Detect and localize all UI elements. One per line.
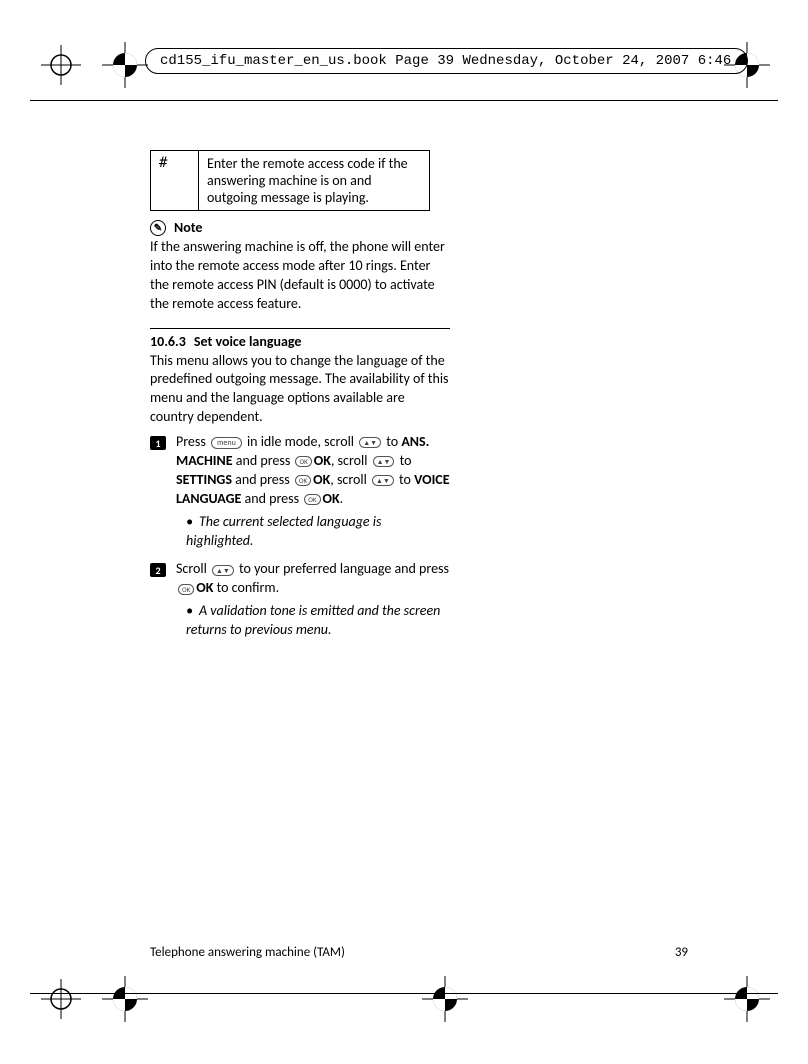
note-heading: ✎ Note xyxy=(150,219,450,236)
step-number-badge: 1 xyxy=(150,436,166,450)
menu-key-icon: menu xyxy=(211,437,242,449)
section-intro: This menu allows you to change the langu… xyxy=(150,352,450,428)
section-divider xyxy=(150,328,450,329)
footer-page-number: 39 xyxy=(675,945,688,960)
scroll-key-icon: ▲▼ xyxy=(373,456,395,467)
step-2-sub: A validation tone is emitted and the scr… xyxy=(186,602,450,640)
footer-section: Telephone answering machine (TAM) xyxy=(150,945,345,960)
step-2-sub-item: A validation tone is emitted and the scr… xyxy=(186,602,450,640)
page-body: # Enter the remote access code if the an… xyxy=(150,150,450,650)
reg-mark-icon xyxy=(36,974,86,1024)
reg-mark-icon xyxy=(100,40,150,90)
reg-mark-icon xyxy=(100,974,150,1024)
ok-key-icon: OK xyxy=(295,475,311,486)
step-2-text: Scroll ▲▼ to your preferred language and… xyxy=(176,560,450,644)
section-heading: 10.6.3 Set voice language xyxy=(150,333,450,350)
page-footer: Telephone answering machine (TAM) 39 xyxy=(150,945,688,960)
crop-line-bottom xyxy=(30,993,778,994)
crop-line-top xyxy=(30,100,778,101)
step-1-sub: The current selected language is highlig… xyxy=(186,513,450,551)
step-number-badge: 2 xyxy=(150,563,166,577)
ok-key-icon: OK xyxy=(304,494,320,505)
step-1-text: Press menu in idle mode, scroll ▲▼ to AN… xyxy=(176,433,450,554)
note-body: If the answering machine is off, the pho… xyxy=(150,238,450,314)
scroll-key-icon: ▲▼ xyxy=(212,565,234,576)
scroll-key-icon: ▲▼ xyxy=(359,437,381,448)
table-key-cell: # xyxy=(151,151,199,211)
print-header-label: cd155_ifu_master_en_us.book Page 39 Wedn… xyxy=(145,48,748,74)
reg-mark-icon xyxy=(722,974,772,1024)
ok-key-icon: OK xyxy=(178,584,194,595)
scroll-key-icon: ▲▼ xyxy=(372,475,394,486)
ok-key-icon: OK xyxy=(295,456,311,467)
step-2: 2 Scroll ▲▼ to your preferred language a… xyxy=(150,560,450,644)
section-title: Set voice language xyxy=(194,333,302,350)
reg-mark-icon xyxy=(420,974,470,1024)
note-icon: ✎ xyxy=(150,220,166,236)
remote-access-table: # Enter the remote access code if the an… xyxy=(150,150,430,211)
table-row: # Enter the remote access code if the an… xyxy=(151,151,430,211)
reg-mark-icon xyxy=(36,40,86,90)
table-desc-cell: Enter the remote access code if the answ… xyxy=(199,151,430,211)
note-label: Note xyxy=(174,219,202,236)
step-1-sub-item: The current selected language is highlig… xyxy=(186,513,450,551)
section-number: 10.6.3 xyxy=(150,333,186,350)
step-1: 1 Press menu in idle mode, scroll ▲▼ to … xyxy=(150,433,450,554)
